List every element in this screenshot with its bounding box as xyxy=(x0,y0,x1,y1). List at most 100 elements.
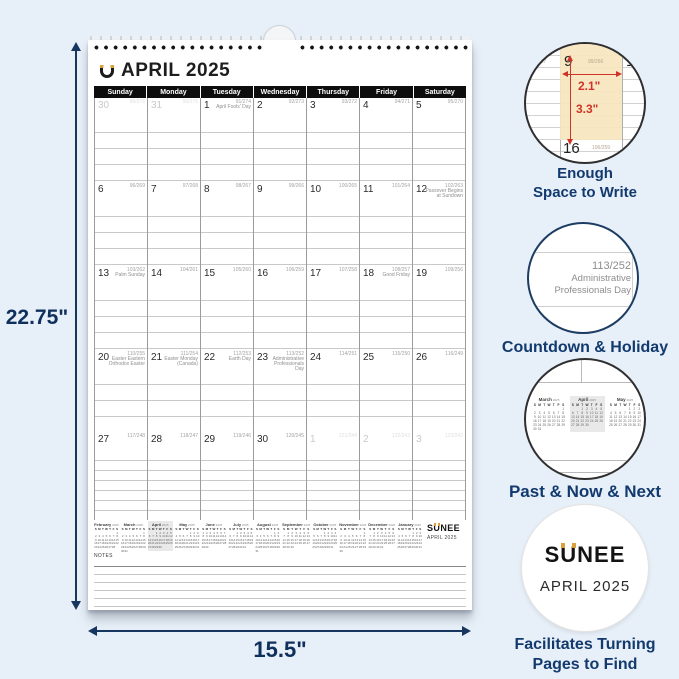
day-number: 4 xyxy=(363,100,369,111)
day-cell: 10 100/265 xyxy=(307,182,360,266)
day-count: 112/253 xyxy=(233,351,251,357)
day-cell: 18 108/257 Good Friday xyxy=(360,266,413,350)
holiday-note: Earth Day xyxy=(228,356,251,362)
day-number: 5 xyxy=(416,100,422,111)
week-row: 6 96/269 7 97/268 8 98/267 9 99/266 10 100/265 11 1… xyxy=(95,182,466,266)
spiral-binding-right xyxy=(300,45,468,50)
weekday-header: Wednesday xyxy=(253,86,307,98)
day-count: 121/244 xyxy=(338,433,357,439)
day-count: 110/255 xyxy=(127,351,145,357)
day-number: 28 xyxy=(151,434,163,445)
mini-month: August 2025 S M T W T F S 1 2 3 4 5 6 7 8 9 10 11 12 13 14 15 1… xyxy=(255,522,281,553)
day-number: 1 xyxy=(310,434,316,445)
magnet-u-logo-icon xyxy=(100,64,114,78)
day-count: 109/256 xyxy=(444,267,463,273)
day-count: 89/276 xyxy=(129,99,145,105)
mini-month: May 2025 S M T W T F S 1 2 3 4 5 6 7 8 9 10 11 12 13 14 15 16 17… xyxy=(174,522,200,549)
week-row: 30 89/276 31 90/275 1 91/274 April Fools' Day 2… xyxy=(95,98,466,182)
mini-month: September 2025 S M T W T F S 1 2 3 4 5 6 7 8 9 10 11 12 13 14… xyxy=(282,522,311,549)
day-number: 10 xyxy=(310,184,322,195)
holiday-note: Good Friday xyxy=(382,272,410,278)
day-count: 101/264 xyxy=(391,183,410,189)
caption-past-now-next: Past & Now & Next xyxy=(508,482,662,501)
day-count: 123/242 xyxy=(444,433,463,439)
day-count: 122/243 xyxy=(391,433,410,439)
callout-three-months-detail: March 2025 S M T W T F S 1 2 3 4 5 6 7 8 9 10 11 12 13 14 15 16… xyxy=(524,358,646,480)
notes-label: NOTES xyxy=(94,553,113,559)
day-cell: 30 120/245 xyxy=(254,432,307,520)
arrow-up-icon xyxy=(71,42,81,51)
day-number: 21 xyxy=(151,352,163,363)
mini-month: July 2025 S M T W T F S 1 2 3 4 5 6 7 8 9 10 11 12 13 14 15 16 1… xyxy=(228,522,254,549)
weekday-header: Thursday xyxy=(307,86,360,98)
mini-month: April 2025 S M T W T F S 1 2 3 4 5 6 7 8 9 10 11 12 13 14 15 16… xyxy=(147,521,173,551)
day-cell: 15 105/260 xyxy=(201,266,254,350)
week-row: 13 103/262 Palm Sunday 14 104/261 15 105/260 16… xyxy=(95,266,466,350)
brand-month-label: APRIL 2025 xyxy=(427,535,457,541)
notes-line xyxy=(94,591,466,599)
day-cell: 22 112/253 Earth Day xyxy=(201,350,254,432)
brand-block: S UNEE APRIL 2025 xyxy=(424,521,466,551)
day-number: 22 xyxy=(204,352,216,363)
mini-month: November 2025 S M T W T F S 1 2 3 4 5 6 7 8 9 10 11 12 13 14 1… xyxy=(339,522,367,553)
arrow-down-icon xyxy=(71,601,81,610)
zoom-day-9: 9 xyxy=(564,53,573,70)
notes-section: NOTES xyxy=(94,553,466,607)
day-cell: 3 123/242 xyxy=(413,432,466,520)
day-number: 11 xyxy=(363,184,374,195)
day-count: 118/247 xyxy=(180,433,198,439)
week-row: 27 117/248 28 118/247 29 119/246 30 120/245 1 121… xyxy=(95,432,466,520)
day-count: 90/275 xyxy=(182,99,198,105)
cell-width-label: 2.1" xyxy=(578,79,601,93)
day-number: 24 xyxy=(310,352,322,363)
day-cell: 24 114/251 xyxy=(307,350,360,432)
caption-countdown-holiday: Countdown & Holiday xyxy=(501,339,669,356)
mini-month: April 2025 S M T W T F S 1 2 3 4 5 6 7 8 9 10 11 12 13 14 15 16… xyxy=(569,396,605,432)
day-count: 103/262 xyxy=(126,267,145,273)
day-cell: 14 104/261 xyxy=(148,266,201,350)
day-cell: 2 92/273 xyxy=(254,98,307,182)
day-cell: 30 89/276 xyxy=(95,98,148,182)
width-measure-line xyxy=(564,74,620,75)
day-cell: 21 111/254 Easter Monday (Canada) xyxy=(148,350,201,432)
day-cell: 19 109/256 xyxy=(413,266,466,350)
weekday-header: Saturday xyxy=(413,86,466,98)
width-dimension-arrow xyxy=(93,630,466,632)
zoom-day-10: 10 xyxy=(626,53,643,70)
mini-month: May 2025 S M T W T F S 1 2 3 4 5 6 7 8 9 10 11 12 13 14 15 16 17… xyxy=(609,397,641,427)
day-cell: 13 103/262 Palm Sunday xyxy=(95,266,148,350)
holiday-note: Easter Monday (Canada) xyxy=(164,356,198,368)
day-count: 99/266 xyxy=(288,183,304,189)
day-cell: 12 102/263 Passover Begins at Sundown xyxy=(413,182,466,266)
day-number: 18 xyxy=(363,268,375,279)
day-cell: 28 118/247 xyxy=(148,432,201,520)
callout-countdown-detail: 113/252 Administrative Professionals Day xyxy=(527,222,639,334)
week-row: 20 110/255 Easter Eastern Orthodox Easter 2… xyxy=(95,350,466,432)
holiday-note: Administrative Professionals Day xyxy=(272,356,304,373)
day-number: 3 xyxy=(416,434,422,445)
notes-line xyxy=(94,575,466,583)
day-count: 100/265 xyxy=(338,183,357,189)
day-number: 23 xyxy=(257,352,269,363)
day-number: 6 xyxy=(98,184,104,195)
day-cell: 31 90/275 xyxy=(148,98,201,182)
day-cell: 4 94/271 xyxy=(360,98,413,182)
day-cell: 16 106/259 xyxy=(254,266,307,350)
day-count: 104/261 xyxy=(179,267,198,273)
day-count: 95/270 xyxy=(447,99,463,105)
arrow-right-icon xyxy=(462,626,471,636)
mini-month: January 2026 S M T W T F S 1 2 3 4 5 6 7 8 9 10 11 12 13 14 15… xyxy=(397,522,422,549)
day-count: 108/257 xyxy=(391,267,410,273)
holiday-note: April Fools' Day xyxy=(216,104,251,110)
holiday-note: Easter Eastern Orthodox Easter xyxy=(108,356,145,368)
day-cell: 3 93/272 xyxy=(307,98,360,182)
day-cell: 11 101/264 xyxy=(360,182,413,266)
day-count: 114/251 xyxy=(339,351,357,357)
height-measure-line xyxy=(570,58,571,142)
day-cell: 26 116/249 xyxy=(413,350,466,432)
day-cell: 1 121/244 xyxy=(307,432,360,520)
day-cell: 27 117/248 xyxy=(95,432,148,520)
day-number: 12 xyxy=(416,184,428,195)
day-cell: 23 113/252 Administrative Professionals Da… xyxy=(254,350,307,432)
